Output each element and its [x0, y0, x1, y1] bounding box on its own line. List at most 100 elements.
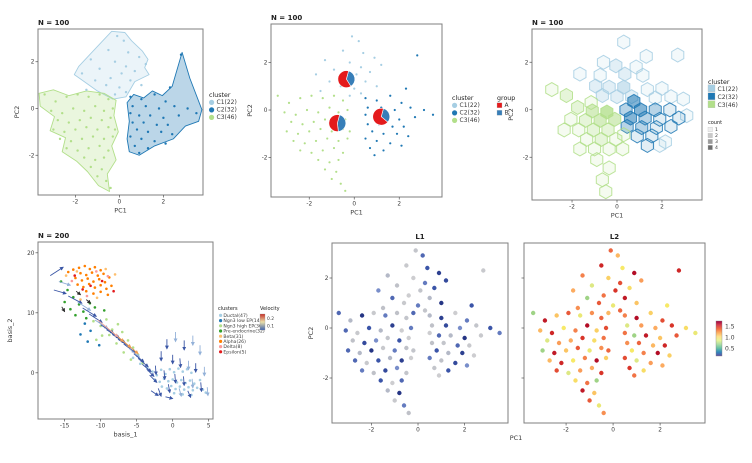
- velocity-arrow: [75, 290, 82, 296]
- x-tick-label: -2: [569, 205, 575, 211]
- data-point: [83, 109, 86, 113]
- hex-bin: [672, 110, 686, 126]
- data-point: [346, 137, 349, 140]
- data-point: [387, 355, 393, 361]
- data-point: [65, 95, 68, 99]
- data-point: [100, 334, 104, 337]
- data-point: [328, 106, 331, 109]
- pie-slice: [328, 114, 340, 132]
- legend-swatch: [707, 92, 716, 100]
- data-point: [95, 338, 98, 342]
- data-point: [89, 116, 93, 120]
- data-point: [201, 388, 205, 391]
- data-point: [359, 313, 365, 318]
- data-point: [568, 338, 573, 343]
- data-point: [683, 325, 689, 331]
- hex-bin: [545, 82, 559, 98]
- data-point: [599, 370, 604, 376]
- data-point: [305, 108, 309, 112]
- data-point: [83, 264, 87, 268]
- x-tick-label: 0: [611, 428, 615, 434]
- data-point: [113, 60, 117, 63]
- data-point: [140, 97, 143, 101]
- data-point: [113, 128, 117, 131]
- data-point: [662, 343, 668, 348]
- data-point: [323, 168, 327, 171]
- legend-gradient-bar: [259, 313, 266, 331]
- data-point: [169, 384, 173, 388]
- data-point: [664, 303, 670, 308]
- data-point: [608, 248, 613, 253]
- data-point: [84, 316, 88, 320]
- data-point: [107, 149, 110, 152]
- data-point: [86, 340, 89, 343]
- data-point: [398, 118, 401, 121]
- data-point: [404, 370, 409, 376]
- data-point: [323, 118, 327, 121]
- data-point: [373, 338, 379, 343]
- data-point: [172, 370, 176, 374]
- data-point: [87, 147, 90, 150]
- data-point: [326, 137, 329, 140]
- data-point: [617, 280, 623, 286]
- data-point: [378, 328, 383, 333]
- data-point: [420, 253, 425, 258]
- data-point: [610, 303, 616, 308]
- data-point: [641, 350, 646, 356]
- legend-item: Ngn3 high EP(36): [223, 323, 263, 329]
- data-point: [554, 368, 559, 373]
- data-point: [561, 325, 566, 331]
- data-point: [100, 118, 104, 122]
- data-point: [151, 370, 154, 373]
- shared-x-axis-label: PC1: [510, 434, 523, 442]
- data-point: [83, 322, 87, 325]
- data-point: [144, 62, 147, 66]
- data-point: [167, 379, 170, 383]
- data-point: [436, 270, 442, 276]
- data-point: [140, 83, 143, 87]
- data-point: [63, 130, 66, 134]
- data-point: [89, 284, 92, 288]
- data-point: [650, 343, 656, 348]
- data-point: [371, 130, 374, 133]
- data-point: [467, 343, 472, 348]
- data-point: [98, 144, 101, 148]
- velocity-arrow: [58, 281, 72, 287]
- data-point: [404, 315, 409, 321]
- hex-bin: [610, 89, 624, 105]
- data-point: [606, 310, 611, 316]
- data-point: [643, 333, 649, 338]
- data-point: [385, 335, 390, 341]
- hex-bin: [585, 103, 599, 119]
- legend-swatch: [707, 139, 713, 144]
- data-point: [321, 97, 324, 100]
- hex-bin: [655, 80, 669, 96]
- data-point: [105, 287, 108, 291]
- legend-swatch: [707, 84, 716, 92]
- velocity-arrow: [173, 373, 178, 384]
- data-point: [102, 156, 106, 159]
- legend-swatch: [496, 110, 503, 116]
- velocity-arrow: [53, 289, 67, 295]
- data-point: [104, 267, 107, 271]
- data-point: [471, 353, 477, 358]
- data-point: [64, 274, 68, 277]
- plot-border: [37, 241, 214, 420]
- data-point: [102, 309, 106, 312]
- y-tick-label: 0: [325, 326, 329, 332]
- legend-item: Ductal(47): [223, 313, 248, 319]
- data-point: [299, 149, 302, 152]
- data-point: [96, 175, 99, 178]
- data-point: [434, 348, 439, 353]
- panel-title: N = 200: [38, 232, 69, 240]
- data-point: [129, 111, 132, 115]
- data-point: [397, 338, 402, 343]
- data-point: [385, 273, 390, 278]
- legend-item: Epsilon(5): [223, 349, 246, 355]
- hex-bin: [664, 118, 678, 134]
- pie-slice: [337, 70, 352, 88]
- data-point: [131, 104, 134, 108]
- data-point: [641, 368, 646, 373]
- data-point: [56, 118, 59, 122]
- panel-title: L1: [415, 233, 424, 241]
